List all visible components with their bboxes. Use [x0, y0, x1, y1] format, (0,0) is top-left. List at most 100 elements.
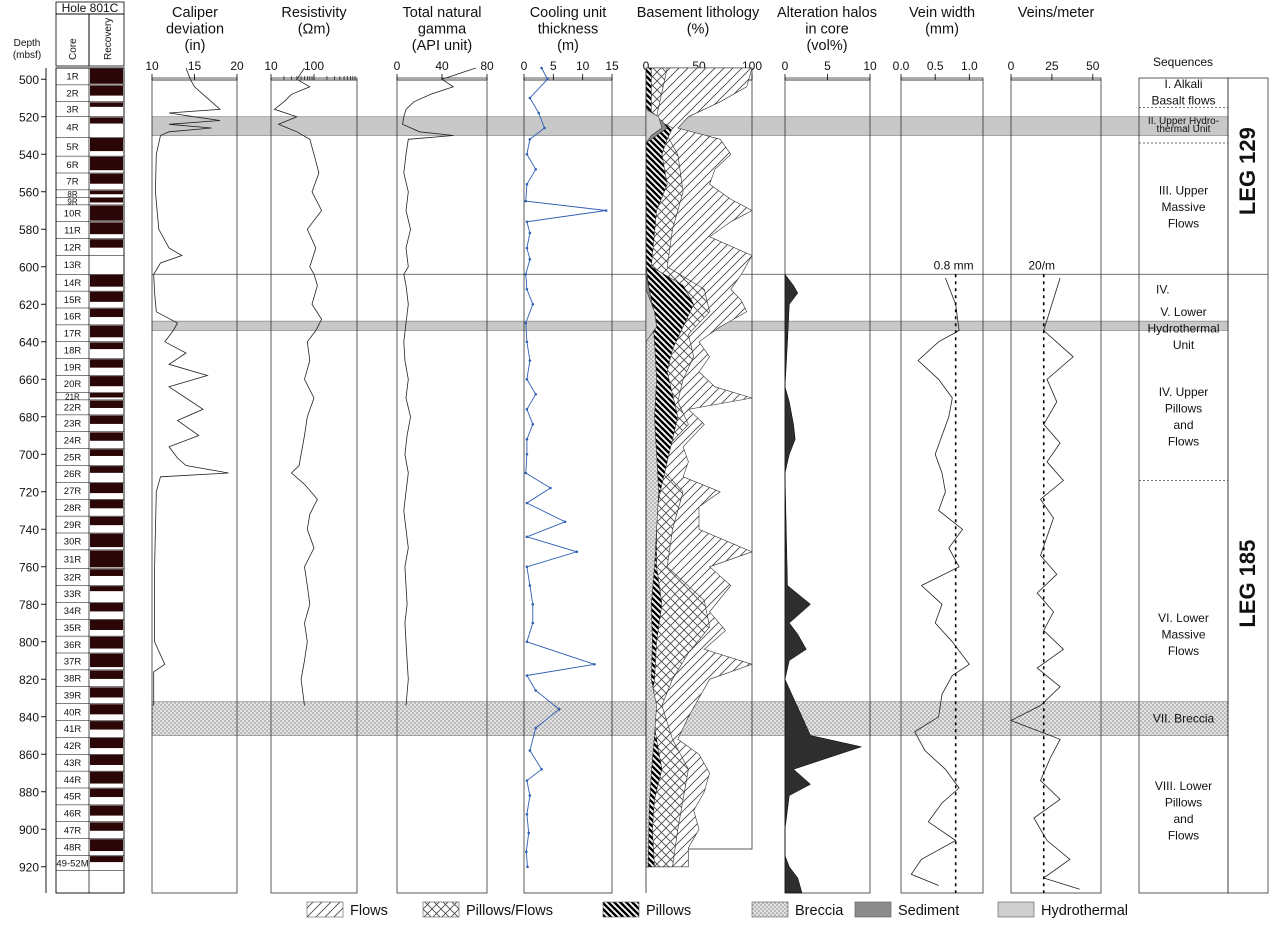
legend-label-hydro: Hydrothermal — [1041, 903, 1128, 919]
axis-tick-label-cooling: 10 — [576, 59, 590, 73]
sequence-label: Massive — [1161, 627, 1205, 641]
depth-tick-label: 740 — [19, 523, 39, 537]
depth-tick-label: 680 — [19, 410, 39, 424]
cooling-point — [525, 779, 529, 782]
cooling-point — [525, 565, 529, 569]
cooling-point — [593, 662, 596, 666]
sequence-label: I. Alkali — [1164, 77, 1202, 91]
legend-label-pillows: Pillows — [646, 903, 691, 919]
axis-tick-label-gamma: 0 — [394, 59, 401, 73]
track-title-caliper: deviation — [166, 22, 224, 38]
recovery-bar — [90, 822, 123, 831]
track-title-gamma: (API unit) — [412, 38, 472, 54]
core-name: 26R — [64, 469, 82, 480]
core-name: 16R — [64, 312, 82, 323]
cooling-point — [526, 865, 529, 869]
cooling-point — [531, 621, 535, 625]
sequence-label: and — [1173, 812, 1193, 826]
core-name: 10R — [64, 209, 82, 220]
cooling-point — [525, 850, 528, 854]
recovery-bar — [90, 516, 123, 526]
recovery-bar — [90, 432, 123, 441]
axis-tick-label-halos: 10 — [863, 59, 877, 73]
core-name: 21R — [65, 392, 80, 401]
depth-tick-label: 500 — [19, 73, 39, 87]
core-name: 34R — [64, 606, 82, 617]
recovery-bar — [90, 482, 123, 494]
track-title-halos: (vol%) — [806, 38, 847, 54]
core-name: 13R — [64, 260, 82, 271]
cooling-point — [540, 767, 543, 771]
sequence-label: III. Upper — [1159, 183, 1208, 197]
cooling-point — [525, 437, 529, 441]
track-title-gamma: Total natural — [403, 5, 482, 21]
sequence-label: Unit — [1173, 338, 1195, 352]
core-column: Hole 801C Core Recovery Depth(mbsf) 500 520 54… — [13, 1, 125, 894]
cooling-point — [534, 726, 538, 730]
recovery-bar — [90, 550, 123, 568]
reference-label-veins: 20/m — [1028, 258, 1055, 272]
track-title-gamma: gamma — [418, 22, 467, 38]
cooling-point — [525, 220, 529, 224]
recovery-bar — [90, 415, 123, 424]
depth-tick-label: 880 — [19, 785, 39, 799]
recovery-bar — [90, 376, 123, 387]
core-name: 9R — [67, 197, 77, 206]
core-name: 6R — [66, 160, 78, 171]
core-name: 35R — [64, 623, 82, 634]
track-frame-halos — [784, 77, 871, 894]
track-frame-cooling — [523, 77, 613, 894]
axis-tick-label-caliper: 10 — [145, 59, 159, 73]
recovery-bar — [90, 239, 123, 248]
core-name: 11R — [64, 225, 81, 236]
sequence-label: and — [1173, 418, 1193, 432]
recovery-bar — [90, 466, 123, 473]
cooling-point — [525, 501, 529, 505]
core-label: Core — [68, 38, 79, 60]
core-name: 20R — [64, 379, 82, 390]
track-title-lithology: (%) — [687, 22, 710, 38]
series-line-cooling — [525, 67, 607, 867]
track-title-cooling: (m) — [557, 38, 579, 54]
recovery-bar — [90, 137, 123, 152]
legend-swatch-breccia — [751, 901, 789, 918]
depth-tick-label: 860 — [19, 748, 39, 762]
series-line-caliper — [153, 67, 229, 706]
core-name: 18R — [64, 345, 82, 356]
track-title-halos: Alteration halos — [777, 5, 877, 21]
cooling-point — [524, 321, 528, 325]
cooling-point — [525, 152, 529, 156]
axis-tick-label-cooling: 5 — [550, 59, 557, 73]
cooling-point — [525, 246, 529, 250]
sequence-label: Flows — [1168, 644, 1199, 658]
legend-swatch-hydro — [997, 901, 1035, 918]
sequence-label: Pillows — [1165, 795, 1202, 809]
core-name: 25R — [64, 452, 82, 463]
depth-tick-label: 800 — [19, 635, 39, 649]
recovery-label: Recovery — [103, 18, 114, 60]
core-name: 19R — [64, 362, 82, 373]
core-name: 4R — [66, 122, 78, 133]
series-line-veins — [1010, 277, 1080, 890]
axis-tick-label-halos: 0 — [782, 59, 789, 73]
sequence-label: Hydrothermal — [1147, 322, 1219, 336]
depth-tick-label: 640 — [19, 335, 39, 349]
cooling-point — [528, 257, 532, 261]
recovery-bar — [90, 102, 123, 107]
axis-tick-label-resistivity: 100 — [304, 59, 324, 73]
track-frame-veins — [1010, 77, 1102, 894]
depth-tick-label: 520 — [19, 110, 39, 124]
core-name: 48R — [64, 842, 82, 853]
cooling-point — [528, 794, 532, 797]
cooling-point — [525, 535, 529, 539]
cooling-point — [557, 707, 561, 711]
depth-tick-label: 580 — [19, 223, 39, 237]
recovery-bar — [90, 737, 123, 749]
sequence-label: V. Lower — [1160, 305, 1206, 319]
axis-tick-label-resistivity: 10 — [264, 59, 278, 73]
track-title-cooling: thickness — [538, 22, 598, 38]
cooling-point — [525, 452, 529, 456]
core-name: 2R — [66, 89, 78, 100]
recovery-bar — [90, 721, 123, 730]
